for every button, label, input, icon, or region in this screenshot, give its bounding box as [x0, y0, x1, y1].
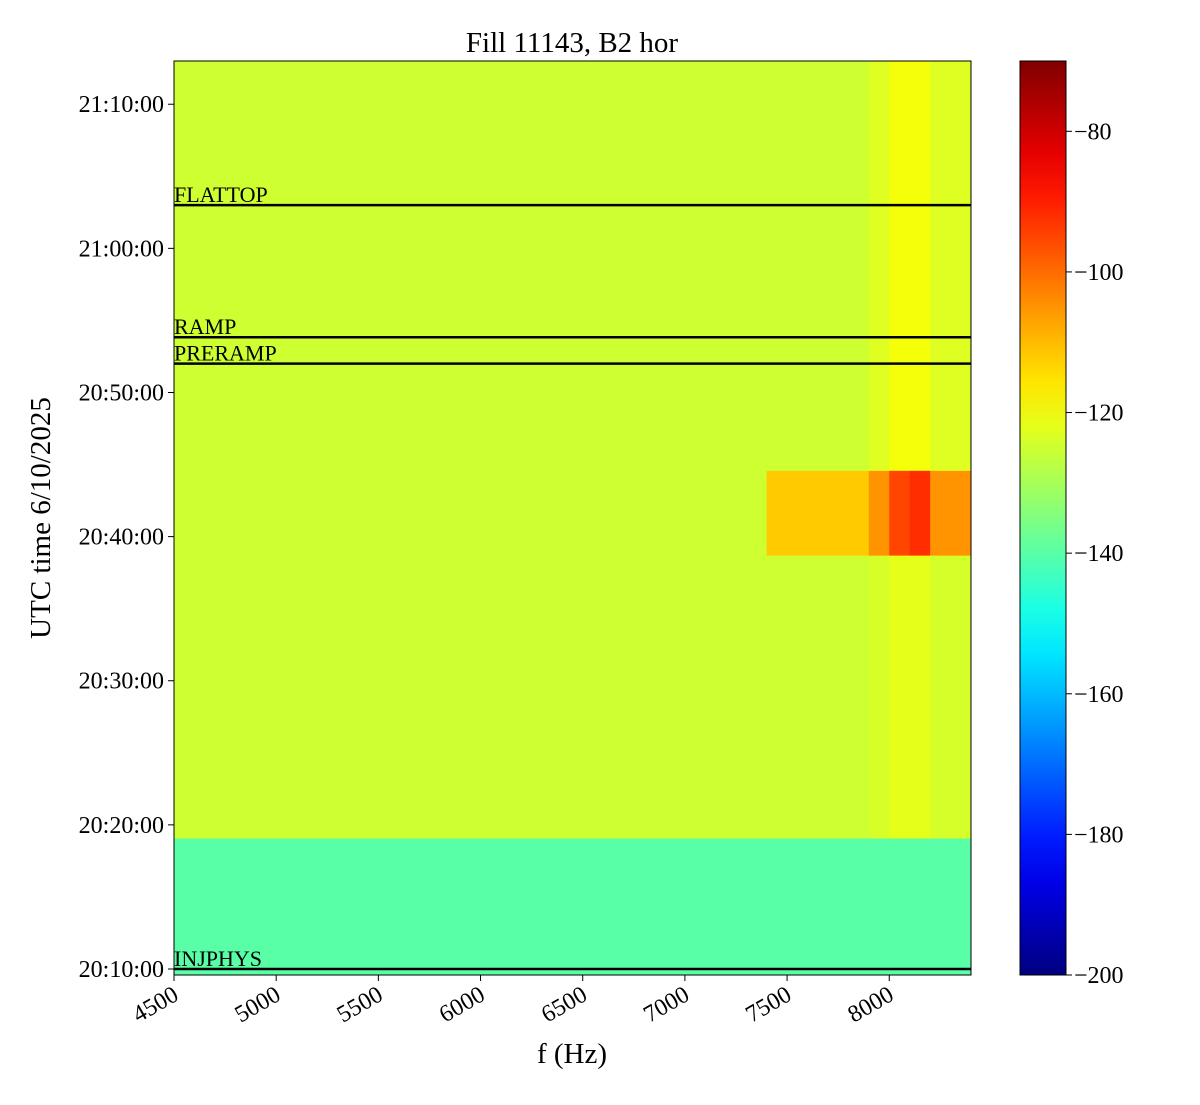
chart-title: Fill 11143, B2 hor [466, 27, 678, 59]
y-tick-label: 20:40:00 [79, 525, 164, 551]
y-axis-label: UTC time 6/10/2025 [25, 397, 57, 639]
heatmap-cell [930, 555, 972, 839]
event-label: FLATTOP [174, 182, 268, 207]
plot-frame [173, 60, 972, 976]
heatmap-cell [909, 555, 931, 839]
heatmap-cell [909, 838, 931, 976]
x-tick-label: 6500 [537, 982, 592, 1029]
heatmap-cell [930, 61, 972, 471]
heatmap-cell [868, 61, 890, 471]
x-tick-label: 8000 [844, 982, 899, 1029]
x-tick-label: 4500 [128, 982, 183, 1029]
heatmap-cell [174, 838, 768, 976]
heatmap-cell [766, 470, 870, 556]
heatmap-cell [174, 470, 768, 556]
heatmap-cell [766, 61, 870, 471]
heatmap-cell [174, 61, 768, 471]
colorbar-tick-label: −140 [1074, 541, 1124, 567]
heatmap-cell [174, 555, 768, 839]
colorbar-tick-label: −200 [1074, 963, 1124, 989]
heatmap-cell [766, 838, 870, 976]
event-label: PRERAMP [174, 341, 277, 366]
y-tick-label: 21:00:00 [79, 236, 164, 262]
heatmap-cell [909, 470, 931, 556]
colorbar [1019, 60, 1067, 976]
x-tick-label: 6000 [435, 982, 490, 1029]
colorbar-tick-label: −160 [1074, 682, 1124, 708]
event-label: INJPHYS [174, 946, 262, 971]
event-label: RAMP [174, 314, 236, 339]
x-tick-label: 5000 [231, 982, 286, 1029]
heatmap-cell [868, 555, 890, 839]
x-tick-label: 7500 [742, 982, 797, 1029]
colorbar-tick-label: −120 [1074, 401, 1124, 427]
y-tick-label: 20:10:00 [79, 957, 164, 983]
colorbar-tick-label: −100 [1074, 260, 1124, 286]
heatmap-cell [909, 61, 931, 471]
heatmap-cell [889, 838, 911, 976]
colorbar-tick-label: −180 [1074, 822, 1124, 848]
y-tick-label: 21:10:00 [79, 92, 164, 118]
colorbar-tick-label: −80 [1074, 119, 1112, 145]
heatmap-cell [889, 555, 911, 839]
x-tick-label: 5500 [333, 982, 388, 1029]
y-tick-label: 20:20:00 [79, 813, 164, 839]
heatmap-cell [889, 61, 911, 471]
x-tick-label: 7000 [639, 982, 694, 1029]
heatmap-cell [930, 838, 972, 976]
heatmap-cell [930, 470, 972, 556]
heatmap-cell [868, 838, 890, 976]
y-tick-label: 20:30:00 [79, 669, 164, 695]
heatmap-cell [889, 470, 911, 556]
y-tick-label: 20:50:00 [79, 380, 164, 406]
heatmap-cell [766, 555, 870, 839]
heatmap-cell [868, 470, 890, 556]
x-axis-label: f (Hz) [537, 1038, 607, 1070]
